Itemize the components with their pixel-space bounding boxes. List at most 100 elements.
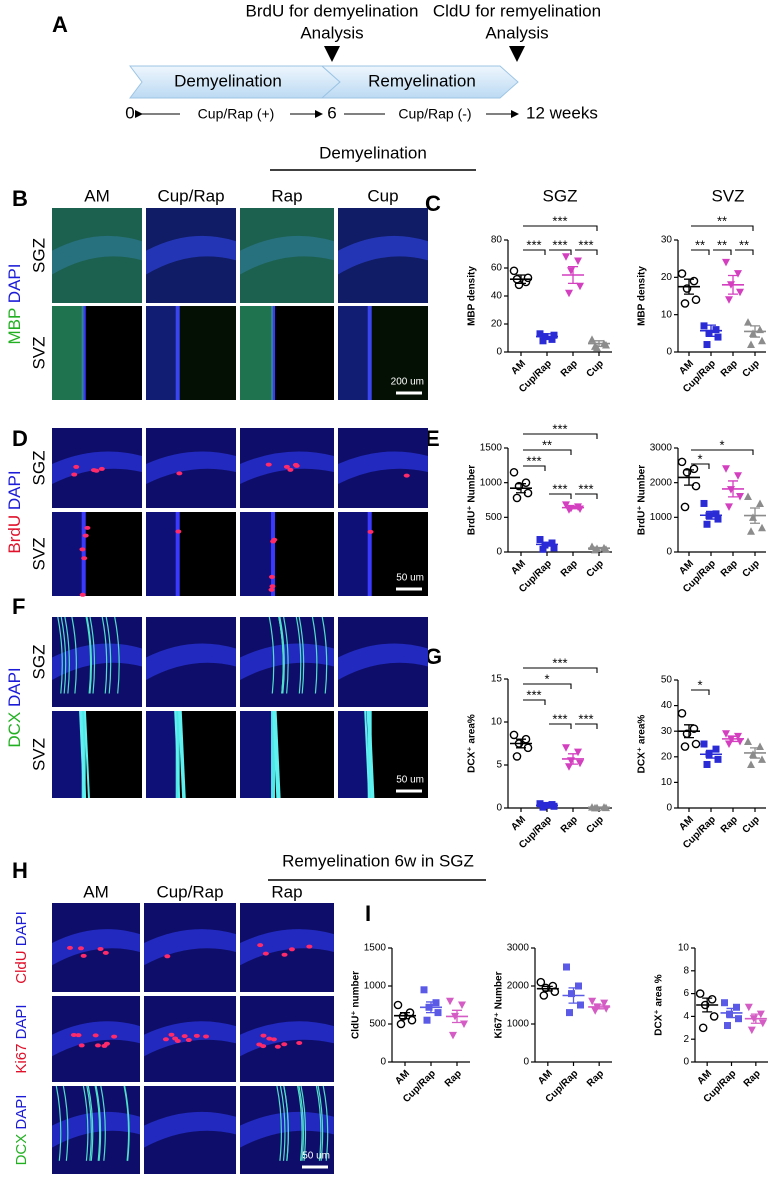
ventricle-wall — [271, 711, 276, 798]
data-point — [722, 730, 730, 738]
cell-layer — [144, 1111, 236, 1148]
stain-counter: DAPI — [13, 1095, 30, 1130]
data-point — [575, 982, 582, 990]
data-point — [677, 708, 687, 718]
data-point — [568, 990, 575, 998]
significance-label: *** — [578, 237, 593, 252]
data-point — [588, 997, 597, 1006]
cell-layer — [338, 451, 428, 484]
data-point — [689, 276, 699, 286]
nucleus — [266, 1036, 273, 1041]
nucleus — [90, 468, 97, 473]
micrograph — [240, 710, 334, 799]
significance-label: * — [544, 671, 549, 686]
nucleus — [98, 466, 105, 471]
dapi — [240, 903, 334, 992]
cell-layer — [52, 929, 140, 966]
y-tick-label: 40 — [491, 291, 503, 302]
panel-label: F — [12, 594, 25, 619]
data-point — [565, 763, 573, 771]
nucleus — [367, 529, 374, 534]
data-point — [747, 1026, 756, 1035]
ventricle — [83, 512, 142, 596]
stain-marker: BrdU — [5, 515, 24, 554]
micrograph — [144, 996, 236, 1082]
error-bar — [728, 735, 738, 743]
significance-label: *** — [552, 655, 567, 670]
nucleus — [270, 539, 277, 544]
y-tick-label: 0 — [496, 547, 502, 558]
y-tick-label: 0 — [683, 1057, 689, 1068]
y-tick-label: 0 — [380, 1057, 386, 1068]
data-point — [536, 330, 544, 338]
error-bar — [516, 274, 526, 285]
dapi — [146, 428, 236, 508]
data-point — [705, 329, 713, 337]
y-tick-label: 0 — [666, 547, 672, 558]
significance-bracket — [691, 225, 754, 231]
phase-band — [320, 65, 519, 99]
data-point — [550, 331, 558, 339]
error-bar — [426, 1001, 436, 1014]
nucleus — [66, 945, 73, 950]
mbp-signal — [146, 208, 236, 303]
data-point — [577, 1001, 584, 1009]
error-bar — [568, 505, 578, 510]
micrograph — [240, 996, 334, 1082]
x-tick-label: Rap — [559, 558, 580, 579]
y-axis-label: Ki67⁺ Number — [494, 971, 505, 1038]
panel-label: C — [425, 191, 441, 216]
y-tick-label: 40 — [661, 700, 673, 711]
data-point — [423, 1016, 431, 1024]
data-point — [677, 457, 687, 467]
micrograph — [240, 512, 334, 596]
callout: Analysis — [485, 23, 548, 42]
mbp-signal — [52, 208, 142, 303]
y-tick-label: 10 — [678, 943, 690, 954]
data-point — [747, 340, 755, 349]
y-tick-label: 2000 — [650, 477, 673, 488]
column-label: Rap — [271, 882, 302, 901]
nucleus — [260, 1033, 267, 1038]
nucleus — [265, 462, 272, 467]
nucleus — [274, 1044, 281, 1049]
significance-bracket — [523, 699, 546, 705]
nucleus — [193, 1033, 200, 1038]
data-point — [756, 499, 764, 507]
significance-label: *** — [526, 237, 541, 252]
micrograph — [144, 903, 236, 992]
stain-marker: Ki67 — [13, 1044, 30, 1074]
nucleus — [164, 954, 171, 959]
neurite — [100, 1085, 106, 1161]
y-tick-label: 2000 — [507, 981, 530, 992]
data-point — [703, 341, 711, 349]
mbp-signal — [52, 306, 84, 400]
neurite — [283, 616, 289, 694]
data-point — [744, 318, 752, 326]
significance-bracket — [575, 493, 598, 499]
neurite — [368, 710, 375, 799]
stain-marker: DCX — [5, 712, 24, 748]
nucleus — [281, 1042, 288, 1047]
nucleus — [80, 953, 87, 958]
significance-bracket — [523, 465, 546, 471]
neurite — [311, 616, 318, 694]
neurite — [298, 1085, 304, 1161]
dapi — [146, 617, 236, 707]
data-point — [563, 963, 570, 971]
data-point — [733, 1003, 740, 1011]
cell-layer — [52, 1021, 140, 1057]
ventricle-wall — [81, 512, 86, 596]
nucleus — [97, 946, 104, 951]
significance-bracket — [523, 449, 572, 455]
significance-bracket — [575, 249, 598, 255]
data-point — [446, 997, 454, 1006]
column-label: Cup/Rap — [156, 882, 223, 901]
data-point — [744, 1003, 753, 1012]
ventricle — [83, 711, 142, 798]
data-point — [749, 513, 757, 521]
y-tick-label: 5 — [496, 760, 502, 771]
nucleus — [287, 467, 294, 472]
mbp-signal — [338, 208, 428, 303]
x-tick-label: Rap — [443, 1068, 464, 1089]
